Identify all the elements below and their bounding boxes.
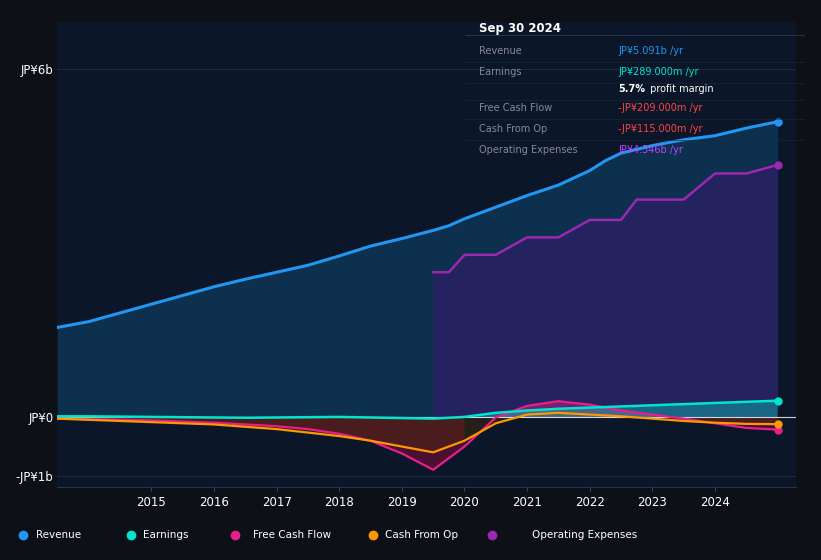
Text: Cash From Op: Cash From Op — [385, 530, 458, 539]
Text: -JP¥209.000m /yr: -JP¥209.000m /yr — [618, 103, 703, 113]
Text: Revenue: Revenue — [36, 530, 81, 539]
Text: Operating Expenses: Operating Expenses — [532, 530, 637, 539]
Text: -JP¥115.000m /yr: -JP¥115.000m /yr — [618, 124, 703, 134]
Text: JP¥5.091b /yr: JP¥5.091b /yr — [618, 46, 683, 56]
Text: Earnings: Earnings — [143, 530, 189, 539]
Text: JP¥4.346b /yr: JP¥4.346b /yr — [618, 145, 683, 155]
Text: profit margin: profit margin — [647, 83, 713, 94]
Text: Free Cash Flow: Free Cash Flow — [253, 530, 331, 539]
Text: Revenue: Revenue — [479, 46, 521, 56]
Text: 5.7%: 5.7% — [618, 83, 645, 94]
Text: Earnings: Earnings — [479, 67, 521, 77]
Text: Cash From Op: Cash From Op — [479, 124, 547, 134]
Text: Free Cash Flow: Free Cash Flow — [479, 103, 552, 113]
Text: Sep 30 2024: Sep 30 2024 — [479, 22, 561, 35]
Text: JP¥289.000m /yr: JP¥289.000m /yr — [618, 67, 699, 77]
Text: Operating Expenses: Operating Expenses — [479, 145, 577, 155]
